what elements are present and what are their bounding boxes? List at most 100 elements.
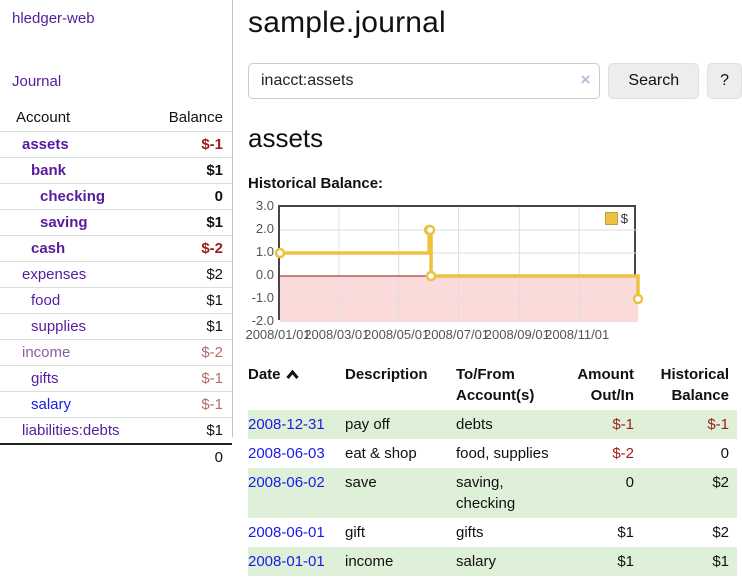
accounts-header-balance: Balance	[143, 104, 232, 132]
transaction-accounts: gifts	[456, 524, 484, 541]
sidebar-account-link[interactable]: bank	[31, 162, 67, 179]
account-row: supplies $1	[0, 313, 232, 340]
sidebar-account-balance: $2	[143, 261, 232, 288]
chart-plot-area[interactable]: $	[274, 205, 644, 322]
transaction-amount: $-2	[612, 445, 634, 462]
journal-body: 2008-12-31 pay off debts $-1 $-1 2008-06-03 ea…	[248, 410, 737, 576]
journal-header-accounts: To/From Account(s)	[456, 366, 535, 404]
sidebar-account-balance: $1	[143, 157, 232, 184]
journal-header-date[interactable]: Date	[248, 362, 345, 410]
sidebar-account-balance: $-1	[143, 131, 232, 158]
transaction-amount: $1	[617, 553, 634, 570]
sidebar: hledger-web Journal Account Balance asse…	[0, 0, 233, 470]
app-brand-link[interactable]: hledger-web	[12, 10, 95, 27]
y-tick-label: 2.0	[255, 221, 274, 236]
sidebar-account-link[interactable]: saving	[40, 214, 88, 231]
legend-label: $	[620, 211, 628, 226]
account-row: bank $1	[0, 157, 232, 184]
sidebar-account-balance: $-1	[143, 391, 232, 418]
transaction-date-link[interactable]: 2008-06-03	[248, 445, 325, 462]
journal-row: 2008-06-01 gift gifts $1 $2	[248, 518, 737, 547]
sidebar-account-balance: $-2	[143, 339, 232, 366]
account-row: liabilities:debts $1	[0, 417, 232, 445]
account-row: checking 0	[0, 183, 232, 210]
chart-canvas	[274, 207, 644, 322]
help-button[interactable]: ?	[707, 63, 742, 99]
transaction-description: gift	[345, 524, 366, 541]
journal-header-description: Description	[345, 366, 428, 383]
sidebar-account-balance: $1	[143, 209, 232, 236]
transaction-balance: $1	[712, 553, 729, 570]
x-tick-label: 2008/09/01	[484, 327, 550, 342]
clear-search-icon[interactable]: ×	[580, 70, 591, 89]
sidebar-account-link[interactable]: income	[22, 344, 71, 361]
sidebar-account-link[interactable]: assets	[22, 136, 69, 153]
sidebar-account-balance: $-2	[143, 235, 232, 262]
sidebar-account-link[interactable]: salary	[31, 396, 72, 413]
sidebar-account-link[interactable]: checking	[40, 188, 106, 205]
transaction-description: save	[345, 474, 377, 491]
journal-row: 2008-12-31 pay off debts $-1 $-1	[248, 410, 737, 439]
sidebar-account-balance: 0	[143, 183, 232, 210]
y-tick-label: 0.0	[255, 267, 274, 282]
transaction-date-link[interactable]: 2008-06-02	[248, 474, 325, 491]
x-tick-label: 2008/11/01	[545, 327, 610, 342]
account-heading: assets	[248, 123, 324, 153]
sidebar-account-balance: $1	[143, 287, 232, 314]
x-tick-label: 2008/05/01	[364, 327, 430, 342]
account-row: expenses $2	[0, 261, 232, 288]
transaction-amount: $-1	[612, 416, 634, 433]
transaction-accounts: salary	[456, 553, 497, 570]
sidebar-item-journal[interactable]: Journal	[12, 73, 62, 90]
search-bar: × Search ?	[248, 63, 742, 99]
transaction-balance: $2	[712, 474, 729, 491]
x-tick-label: 2008/03/01	[304, 327, 370, 342]
transaction-balance: $-1	[707, 416, 729, 433]
transaction-date-link[interactable]: 2008-01-01	[248, 553, 325, 570]
journal-row: 2008-06-02 save saving, checking 0 $2	[248, 468, 737, 518]
sidebar-account-link[interactable]: food	[31, 292, 61, 309]
sidebar-account-link[interactable]: cash	[31, 240, 66, 257]
accounts-table: Account Balance assets $-1 bank $1 checking 0…	[0, 104, 232, 470]
sidebar-account-balance: $1	[143, 417, 232, 445]
page-title: sample.journal	[248, 6, 446, 39]
account-row: cash $-2	[0, 235, 232, 262]
sidebar-account-link[interactable]: gifts	[31, 370, 59, 387]
sidebar-account-link[interactable]: supplies	[31, 318, 87, 335]
account-row: gifts $-1	[0, 365, 232, 392]
journal-table: Date Description To/From Account(s) Amoun…	[248, 362, 737, 576]
transaction-date-link[interactable]: 2008-06-01	[248, 524, 325, 541]
journal-header-amount: Amount Out/In	[577, 366, 634, 404]
sidebar-account-link[interactable]: liabilities:debts	[22, 422, 120, 439]
account-row: saving $1	[0, 209, 232, 236]
account-row: income $-2	[0, 339, 232, 366]
y-tick-label: 1.0	[255, 244, 274, 259]
search-button[interactable]: Search	[608, 63, 700, 99]
sidebar-account-balance: $1	[143, 313, 232, 340]
accounts-body: assets $-1 bank $1 checking 0 saving $1 cash $-2 e…	[0, 131, 232, 445]
transaction-amount: 0	[625, 474, 634, 491]
accounts-header-account: Account	[0, 104, 144, 132]
chart-legend: $	[601, 210, 631, 227]
transaction-accounts: debts	[456, 416, 493, 433]
transaction-accounts: saving, checking	[456, 474, 516, 512]
search-input[interactable]	[248, 63, 601, 99]
chart-title: Historical Balance:	[248, 175, 384, 192]
transaction-amount: $1	[617, 524, 634, 541]
journal-row: 2008-06-03 eat & shop food, supplies $-2 0	[248, 439, 737, 468]
transaction-accounts: food, supplies	[456, 445, 549, 462]
legend-swatch	[604, 212, 618, 225]
transaction-balance: $2	[712, 524, 729, 541]
balance-chart: 3.0 2.0 1.0 0.0 -1.0 -2.0 $ 2008/01/01 2008/03…	[245, 198, 668, 345]
y-tick-label: -1.0	[251, 290, 274, 305]
journal-header-balance: Historical Balance	[660, 366, 729, 404]
account-row: salary $-1	[0, 391, 232, 418]
journal-row: 2008-01-01 income salary $1 $1	[248, 547, 737, 576]
transaction-description: pay off	[345, 416, 390, 433]
x-tick-label: 2008/07/01	[423, 327, 490, 342]
y-tick-label: -2.0	[251, 313, 274, 328]
sidebar-account-link[interactable]: expenses	[22, 266, 87, 283]
transaction-date-link[interactable]: 2008-12-31	[248, 416, 325, 433]
y-tick-label: 3.0	[255, 198, 274, 213]
x-tick-label: 2008/01/01	[245, 327, 311, 342]
